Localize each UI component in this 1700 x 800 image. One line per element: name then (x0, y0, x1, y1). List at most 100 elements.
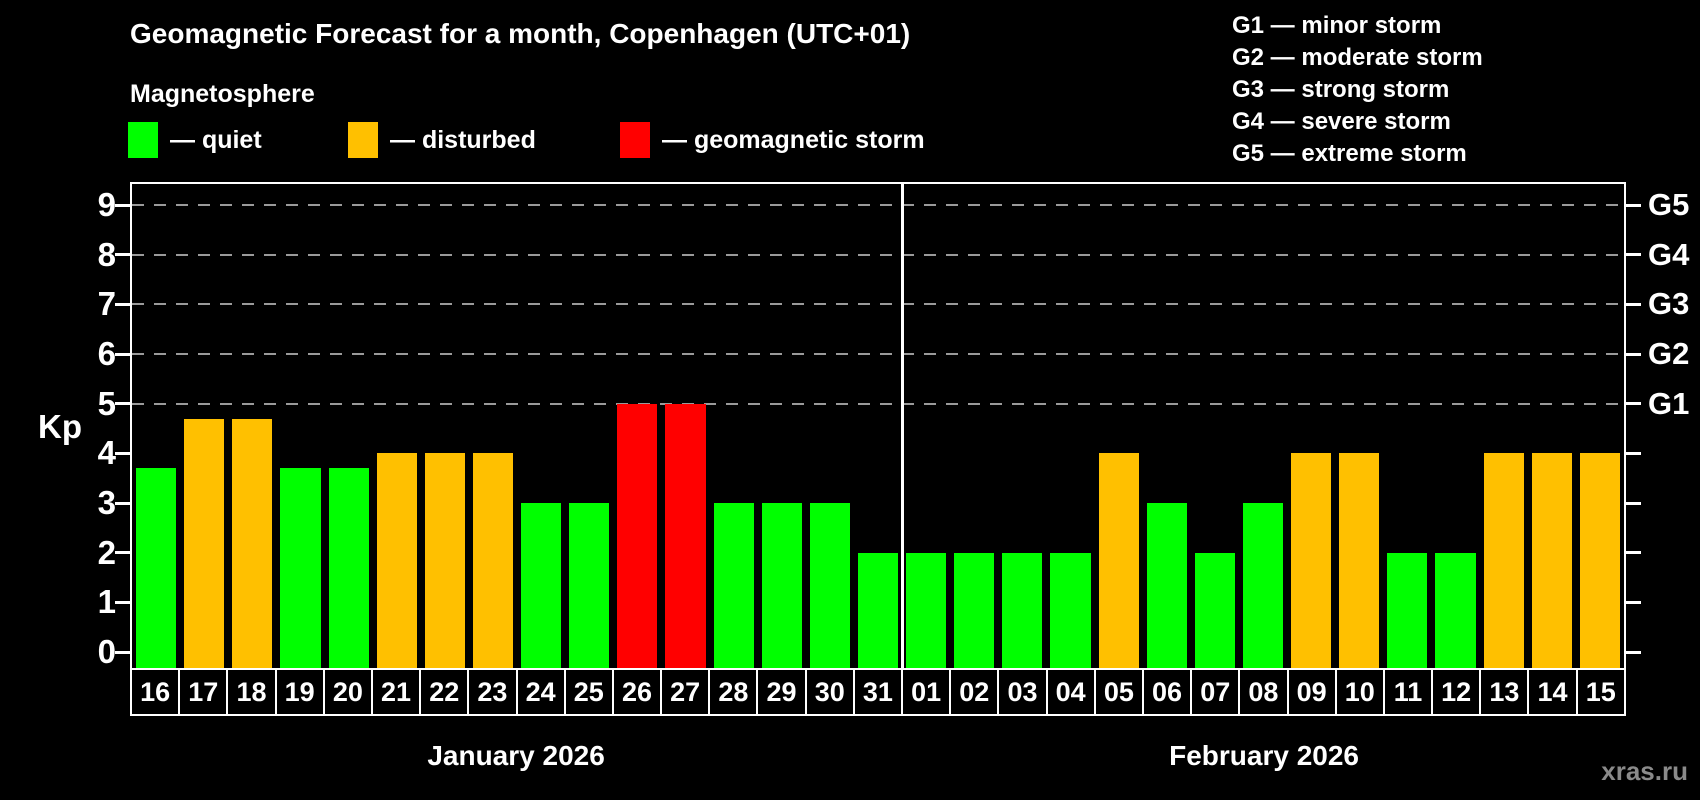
day-label-31: 31 (852, 668, 903, 716)
y-axis-tick-left (115, 551, 130, 555)
kp-bar-day-17 (184, 418, 225, 668)
gridline-kp9 (132, 204, 1624, 207)
kp-bar-day-18 (232, 418, 273, 668)
y-axis-tick-label-8: 8 (97, 235, 116, 273)
day-label-09: 09 (1286, 668, 1337, 716)
y-axis-tick-right (1626, 302, 1641, 306)
quiet-color-swatch (128, 122, 158, 158)
g-scale-axis-label-g2: G2 (1648, 336, 1690, 372)
legend-item-quiet: — quiet (128, 122, 262, 158)
kp-bar-day-10 (1339, 453, 1380, 668)
y-axis-tick-left (115, 203, 130, 207)
gridline-kp5 (132, 402, 1624, 405)
kp-bar-day-30 (809, 503, 850, 668)
kp-bar-day-23 (472, 453, 514, 668)
day-label-15: 15 (1575, 668, 1626, 716)
kp-bar-day-26 (617, 403, 658, 668)
kp-bar-day-20 (328, 468, 369, 668)
day-label-11: 11 (1382, 668, 1434, 716)
g-scale-legend-line-g2: G2 — moderate storm (1232, 44, 1483, 71)
day-label-29: 29 (756, 668, 807, 716)
y-axis-tick-right (1626, 501, 1641, 505)
kp-bar-day-25 (569, 503, 610, 668)
kp-bar-day-29 (761, 503, 802, 668)
g-scale-axis-label-g3: G3 (1648, 286, 1690, 322)
y-axis-title-kp: Kp (38, 408, 82, 445)
day-label-21: 21 (370, 668, 422, 716)
g-scale-legend: G1 — minor storm G2 — moderate storm G3 … (1232, 10, 1483, 170)
y-axis-tick-right (1626, 402, 1641, 406)
kp-bar-day-16 (136, 468, 177, 668)
y-axis-tick-left (115, 402, 130, 406)
day-label-23: 23 (467, 668, 518, 716)
y-axis-tick-label-6: 6 (97, 335, 116, 373)
day-label-04: 04 (1045, 668, 1096, 716)
kp-bar-day-21 (376, 453, 417, 668)
kp-bar-day-08 (1242, 503, 1284, 668)
y-axis-tick-left (115, 451, 130, 455)
day-label-24: 24 (515, 668, 566, 716)
day-label-18: 18 (226, 668, 277, 716)
kp-bar-day-12 (1435, 552, 1476, 668)
kp-bar-day-07 (1194, 552, 1235, 668)
day-label-07: 07 (1190, 668, 1241, 716)
y-axis-tick-label-3: 3 (97, 484, 116, 522)
month-label-0: January 2026 (427, 740, 605, 771)
day-label-12: 12 (1431, 668, 1482, 716)
storm-color-swatch (620, 122, 650, 158)
gridline-kp7 (132, 303, 1624, 306)
day-label-06: 06 (1141, 668, 1193, 716)
y-axis-tick-left (115, 650, 130, 654)
g-scale-legend-line-g5: G5 — extreme storm (1232, 140, 1467, 167)
month-label-1: February 2026 (1169, 740, 1359, 771)
kp-bar-day-06 (1146, 503, 1187, 668)
y-axis-tick-left (115, 253, 130, 257)
legend-label-storm: — geomagnetic storm (662, 125, 925, 154)
kp-bar-day-24 (521, 503, 562, 668)
gridline-kp8 (132, 253, 1624, 256)
g-scale-legend-line-g1: G1 — minor storm (1232, 12, 1442, 39)
gridline-kp6 (132, 353, 1624, 356)
day-label-13: 13 (1479, 668, 1530, 716)
kp-bar-day-13 (1483, 453, 1524, 668)
disturbed-color-swatch (348, 122, 378, 158)
day-label-14: 14 (1527, 668, 1578, 716)
y-axis-tick-label-7: 7 (97, 285, 116, 323)
g-scale-axis-label-g1: G1 (1648, 385, 1690, 421)
day-label-22: 22 (419, 668, 470, 716)
y-axis-tick-label-0: 0 (97, 633, 116, 670)
y-axis-tick-left (115, 302, 130, 306)
day-label-27: 27 (660, 668, 711, 716)
g-scale-axis-label-g5: G5 (1648, 187, 1690, 223)
legend-item-disturbed: — disturbed (348, 122, 536, 158)
legend-item-storm: — geomagnetic storm (620, 122, 925, 158)
page-title: Geomagnetic Forecast for a month, Copenh… (130, 18, 911, 49)
y-axis-tick-right (1626, 203, 1641, 207)
kp-bar-day-01 (906, 552, 947, 668)
day-label-28: 28 (708, 668, 759, 716)
day-label-03: 03 (997, 668, 1048, 716)
kp-bar-day-27 (665, 403, 706, 668)
kp-bar-day-28 (713, 503, 754, 668)
y-axis-tick-left (115, 600, 130, 604)
day-label-26: 26 (611, 668, 663, 716)
watermark-xras: xras.ru (1601, 756, 1688, 786)
y-axis-tick-label-1: 1 (97, 583, 116, 621)
day-label-30: 30 (804, 668, 855, 716)
kp-bar-day-02 (954, 552, 995, 668)
day-label-25: 25 (563, 668, 614, 716)
y-axis-tick-label-4: 4 (97, 434, 116, 472)
magnetosphere-subtitle: Magnetosphere (130, 80, 315, 108)
day-label-08: 08 (1238, 668, 1289, 716)
y-axis-tick-right (1626, 253, 1641, 257)
day-label-16: 16 (130, 668, 181, 716)
day-label-05: 05 (1093, 668, 1144, 716)
g-scale-legend-line-g3: G3 — strong storm (1232, 76, 1450, 103)
y-axis-tick-right (1626, 451, 1641, 455)
y-axis-tick-right (1626, 551, 1641, 555)
legend-label-quiet: — quiet (170, 125, 262, 154)
y-axis-tick-label-2: 2 (97, 533, 116, 571)
kp-bar-day-03 (1002, 552, 1043, 668)
y-axis-tick-left (115, 352, 130, 356)
